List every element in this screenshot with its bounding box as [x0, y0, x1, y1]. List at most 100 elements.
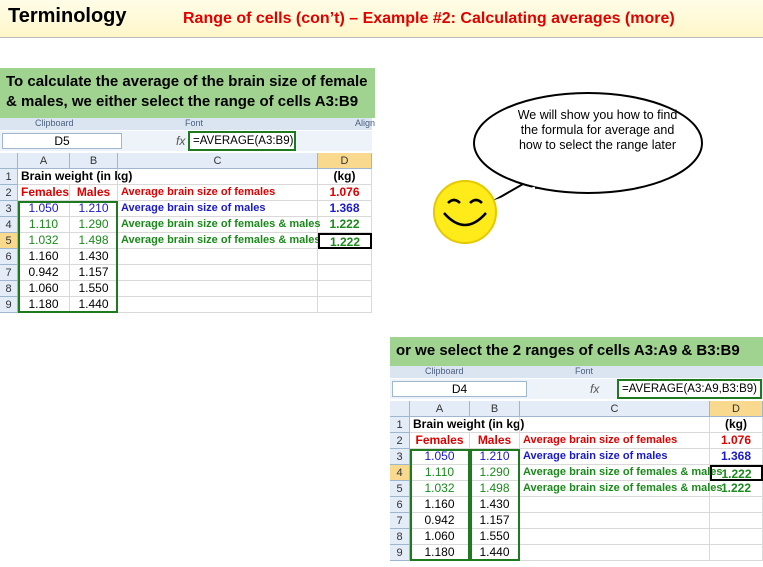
ribbon-group-label: Align: [355, 118, 376, 128]
cell: Average brain size of males: [520, 449, 710, 465]
cell: 1.050: [18, 201, 70, 217]
row-header: 1: [0, 169, 18, 185]
cell: [118, 297, 318, 313]
name-box: D4: [392, 381, 527, 397]
row-header: 3: [0, 201, 18, 217]
ribbon: [0, 118, 372, 130]
row-header: 2: [0, 185, 18, 201]
ribbon-group-label: Font: [575, 366, 594, 376]
ribbon-group-label: Font: [185, 118, 204, 128]
cell: Average brain size of females & males: [118, 233, 321, 249]
column-header: A: [18, 153, 70, 169]
column-header: D: [710, 401, 763, 417]
cell: 1.368: [318, 201, 372, 217]
formula-input: =AVERAGE(A3:A9,B3:B9): [617, 379, 762, 399]
cell: Average brain size of females: [118, 185, 318, 201]
speech-text: We will show you how to find the formula…: [517, 108, 678, 152]
cell: 1.076: [318, 185, 372, 201]
column-header: B: [70, 153, 118, 169]
cell: Males: [70, 185, 118, 201]
cell: Average brain size of females: [520, 433, 710, 449]
corner-cell: [390, 401, 410, 417]
cell: [118, 281, 318, 297]
formula-input: =AVERAGE(A3:B9): [188, 131, 296, 151]
cell: Females: [18, 185, 70, 201]
cell: Average brain size of females & males: [520, 465, 723, 481]
column-header: B: [470, 401, 520, 417]
cell: [520, 513, 710, 529]
row-header: 1: [390, 417, 410, 433]
cell: [710, 529, 763, 545]
cell: 1.110: [18, 217, 70, 233]
cell: [470, 417, 520, 433]
cell: (kg): [710, 417, 763, 433]
row-header: 2: [390, 433, 410, 449]
smiley-mouth: [443, 212, 487, 227]
range-highlight: [410, 449, 470, 561]
cell: [318, 265, 372, 281]
name-box: D5: [2, 133, 122, 149]
cell: [710, 513, 763, 529]
ribbon-group-label: Clipboard: [425, 366, 464, 376]
cell: Average brain size of females & males: [118, 217, 321, 233]
cell: Males: [470, 433, 520, 449]
row-header: 7: [0, 265, 18, 281]
cell: 1.076: [710, 433, 763, 449]
header-bar: [0, 0, 763, 38]
speech-graphic: [433, 92, 703, 244]
row-header: 7: [390, 513, 410, 529]
column-header: C: [520, 401, 710, 417]
cell: [318, 297, 372, 313]
cell: 1.060: [18, 281, 70, 297]
ribbon: [390, 366, 763, 378]
cell: Average brain size of males: [118, 201, 318, 217]
cell: (kg): [318, 169, 372, 185]
cell: [520, 529, 710, 545]
slide-subtitle: Range of cells (con’t) – Example #2: Cal…: [183, 10, 675, 27]
slide-title: Terminology: [8, 5, 127, 27]
column-header: A: [410, 401, 470, 417]
smiley-eyes: [447, 198, 483, 204]
range-highlight: [470, 449, 520, 561]
cell: [520, 545, 710, 561]
cell: 1.368: [710, 449, 763, 465]
cell: [710, 545, 763, 561]
cell: [118, 265, 318, 281]
row-header: 8: [0, 281, 18, 297]
fx-label: fx: [590, 382, 600, 396]
cell: 1.222: [318, 233, 372, 249]
column-header: D: [318, 153, 372, 169]
smiley: [433, 180, 497, 244]
cell: [118, 249, 318, 265]
cell: Brain weight (in kg): [410, 417, 524, 433]
row-header: 4: [0, 217, 18, 233]
cell: 1.160: [18, 249, 70, 265]
cell: [520, 417, 710, 433]
cell: 0.942: [18, 265, 70, 281]
cell: Brain weight (in kg): [18, 169, 132, 185]
cell: [520, 497, 710, 513]
cell: 1.222: [318, 217, 372, 233]
cell: 1.222: [710, 481, 763, 497]
cell: Average brain size of females & males: [520, 481, 723, 497]
cell: [318, 249, 372, 265]
callout: To calculate the average of the brain si…: [0, 68, 375, 118]
cell: [710, 497, 763, 513]
row-header: 6: [0, 249, 18, 265]
row-header: 4: [390, 465, 410, 481]
tail-join: [492, 186, 536, 204]
row-header: 9: [0, 297, 18, 313]
callout: or we select the 2 ranges of cells A3:A9…: [390, 337, 763, 366]
cell: [318, 281, 372, 297]
range-highlight: [18, 201, 118, 313]
row-header: 3: [390, 449, 410, 465]
row-header: 8: [390, 529, 410, 545]
row-header: 9: [390, 545, 410, 561]
fx-label: fx: [176, 134, 186, 148]
row-header: 5: [0, 233, 18, 249]
ribbon-group-label: Clipboard: [35, 118, 74, 128]
cell: [70, 169, 118, 185]
cell: Females: [410, 433, 470, 449]
speech-bubble: [473, 92, 703, 194]
row-header: 6: [390, 497, 410, 513]
